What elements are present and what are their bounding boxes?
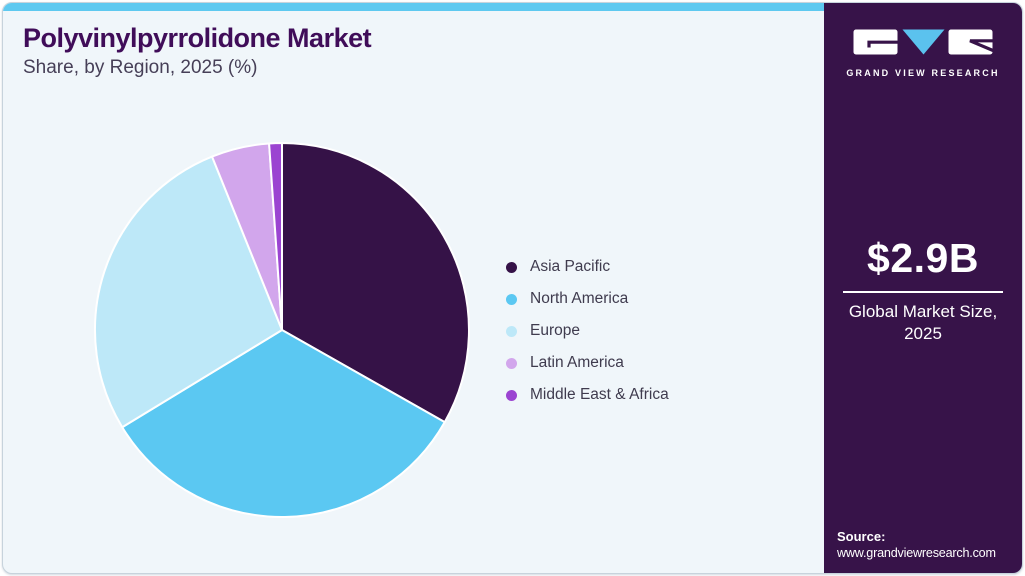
legend-dot-icon [506,357,517,369]
pie-slice-europe [94,155,283,429]
logo-v-icon [902,29,945,55]
page-title: Polyvinylpyrrolidone Market [23,23,372,53]
legend-label: North America [530,290,629,307]
legend-item: North America [506,283,669,315]
legend-item: Middle East & Africa [506,379,669,411]
brand-sidebar: GRAND VIEW RESEARCH $2.9B Global Market … [824,3,1022,573]
legend-item: Europe [506,315,669,347]
pie-slice-middle-east-africa [268,142,283,331]
source-label: Source: [837,529,886,544]
legend-dot-icon [506,261,517,273]
legend: Asia Pacific North America Europe Latin Ame… [506,251,669,411]
gvr-logo-icon [853,29,994,55]
chart-panel: Polyvinylpyrrolidone Market Share, by Re… [3,11,825,571]
chart-header: Polyvinylpyrrolidone Market Share, by Re… [23,23,372,79]
market-size-value: $2.9B [867,235,979,281]
legend-label: Latin America [530,354,624,371]
market-size-label: Global Market Size, 2025 [824,301,1022,345]
legend-label: Middle East & Africa [530,386,669,403]
top-accent-bar [3,3,825,11]
market-size-label-line2: 2025 [904,324,942,344]
page-subtitle: Share, by Region, 2025 (%) [23,57,258,79]
source-url[interactable]: www.grandviewresearch.com [837,546,996,560]
brand-logo: GRAND VIEW RESEARCH [824,29,1022,78]
legend-label: Europe [530,322,580,339]
logo-r-notch [969,39,994,52]
pie-chart [94,142,470,518]
pie-slice-asia-pacific [281,142,470,424]
legend-dot-icon [506,325,517,337]
market-size-stat: $2.9B Global Market Size, 2025 [824,235,1022,345]
legend-item: Asia Pacific [506,251,669,283]
brand-name: GRAND VIEW RESEARCH [846,68,1000,78]
stat-divider [843,291,1003,293]
market-size-label-line1: Global Market Size, [848,302,998,321]
legend-dot-icon [506,293,517,305]
legend-item: Latin America [506,347,669,379]
pie-slice-north-america [121,329,446,518]
source-block: Source: www.grandviewresearch.com [837,529,996,560]
legend-label: Asia Pacific [530,258,611,275]
logo-g-notch [867,40,898,48]
legend-dot-icon [506,389,517,401]
